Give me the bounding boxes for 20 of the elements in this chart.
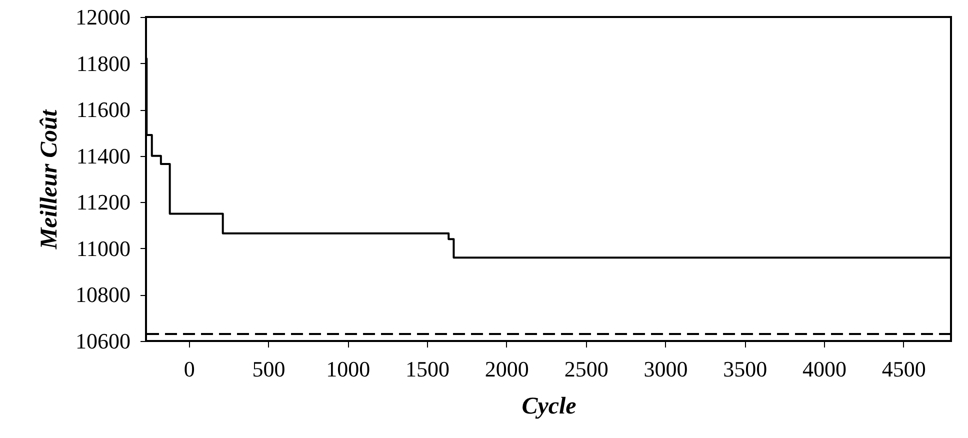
x-tick-label: 4000 <box>802 356 846 382</box>
y-tick-label: 11200 <box>76 190 130 215</box>
x-tick-label: 2000 <box>484 356 529 382</box>
x-tick-label: 4500 <box>882 356 926 382</box>
y-tick-label: 11400 <box>76 143 130 168</box>
x-tick-label: 2500 <box>564 356 608 382</box>
y-tick-label: 12000 <box>76 4 130 30</box>
y-tick-label: 10600 <box>76 328 130 354</box>
x-tick-label: 3000 <box>644 356 688 382</box>
y-tick-label: 11600 <box>76 97 130 122</box>
x-tick-label: 3500 <box>723 356 768 382</box>
x-axis-title: Cycle <box>522 394 577 420</box>
x-tick-label: 1000 <box>326 356 370 382</box>
y-tick-label: 11800 <box>76 50 130 76</box>
y-tick-label: 10800 <box>76 282 130 308</box>
y-tick-label: 11000 <box>76 236 130 261</box>
x-tick-label: 0 <box>184 356 195 382</box>
y-axis-title: Meilleur Coût <box>36 108 62 250</box>
x-tick-label: 500 <box>252 356 286 382</box>
x-tick-label: 1500 <box>406 356 450 382</box>
